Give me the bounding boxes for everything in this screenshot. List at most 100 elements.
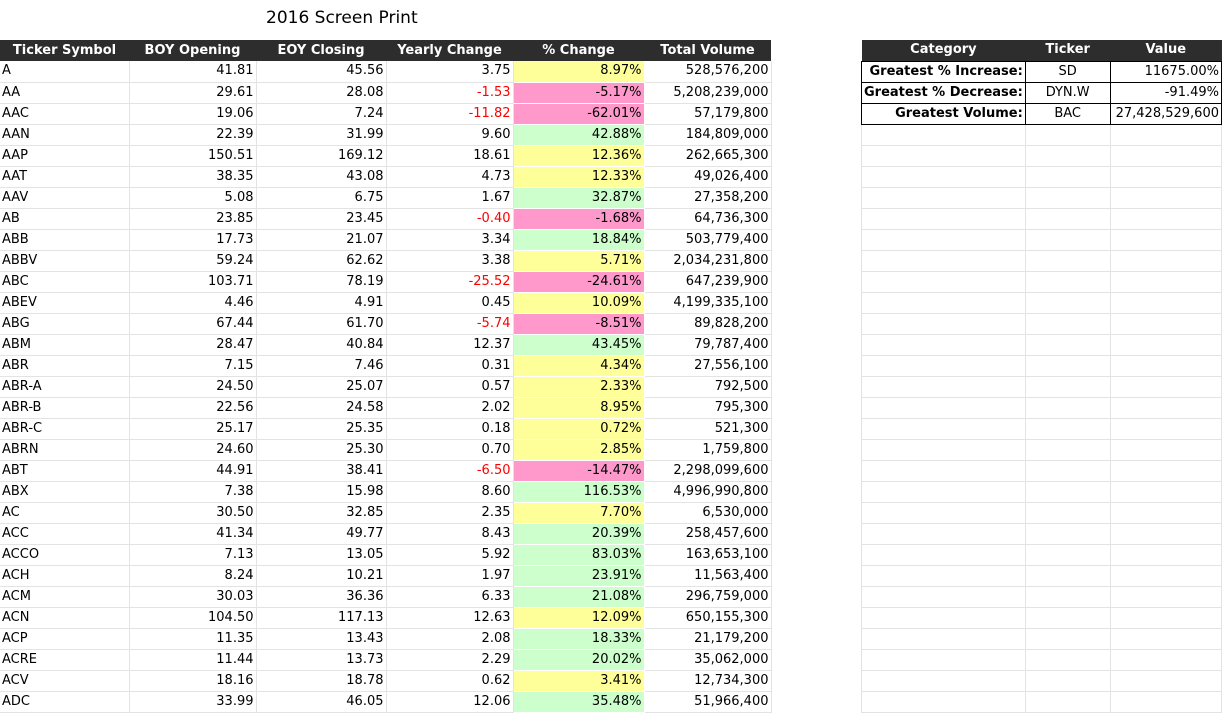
percent-change-cell[interactable]: 8.97%: [513, 61, 645, 83]
percent-change-cell[interactable]: 83.03%: [513, 544, 645, 566]
percent-change-cell[interactable]: 2.85%: [513, 439, 645, 461]
total-volume-cell[interactable]: 1,759,800: [644, 439, 772, 461]
boy-opening-cell[interactable]: 7.13: [129, 544, 257, 566]
empty-cell[interactable]: [1109, 333, 1222, 356]
value-cell[interactable]: -91.49%: [1109, 81, 1222, 104]
empty-cell[interactable]: [1109, 123, 1222, 146]
empty-cell[interactable]: [1109, 522, 1222, 545]
eoy-closing-cell[interactable]: 24.58: [256, 397, 387, 419]
empty-cell[interactable]: [1109, 249, 1222, 272]
ticker-cell[interactable]: ACRE: [0, 649, 130, 671]
total-volume-cell[interactable]: 521,300: [644, 418, 772, 440]
total-volume-cell[interactable]: 79,787,400: [644, 334, 772, 356]
eoy-closing-cell[interactable]: 38.41: [256, 460, 387, 482]
empty-cell[interactable]: [861, 690, 1026, 713]
empty-cell[interactable]: [1024, 606, 1111, 629]
empty-cell[interactable]: [861, 459, 1026, 482]
boy-opening-cell[interactable]: 30.03: [129, 586, 257, 608]
empty-cell[interactable]: [1109, 207, 1222, 230]
empty-cell[interactable]: [1024, 396, 1111, 419]
ticker-cell[interactable]: ABG: [0, 313, 130, 335]
eoy-closing-cell[interactable]: 25.30: [256, 439, 387, 461]
percent-change-cell[interactable]: 10.09%: [513, 292, 645, 314]
ticker-cell[interactable]: ACN: [0, 607, 130, 629]
empty-cell[interactable]: [1024, 270, 1111, 293]
empty-cell[interactable]: [861, 291, 1026, 314]
boy-opening-cell[interactable]: 17.73: [129, 229, 257, 251]
empty-cell[interactable]: [1109, 186, 1222, 209]
total-volume-cell[interactable]: 5,208,239,000: [644, 82, 772, 104]
eoy-closing-cell[interactable]: 49.77: [256, 523, 387, 545]
percent-change-cell[interactable]: 42.88%: [513, 124, 645, 146]
empty-cell[interactable]: [1109, 438, 1222, 461]
yearly-change-cell[interactable]: 0.70: [386, 439, 514, 461]
value-cell[interactable]: 27,428,529,600: [1109, 102, 1222, 125]
eoy-closing-cell[interactable]: 40.84: [256, 334, 387, 356]
ticker-cell[interactable]: ABC: [0, 271, 130, 293]
boy-opening-cell[interactable]: 59.24: [129, 250, 257, 272]
boy-opening-cell[interactable]: 44.91: [129, 460, 257, 482]
empty-cell[interactable]: [1109, 585, 1222, 608]
eoy-closing-cell[interactable]: 43.08: [256, 166, 387, 188]
percent-change-cell[interactable]: 3.41%: [513, 670, 645, 692]
empty-cell[interactable]: [1109, 627, 1222, 650]
empty-cell[interactable]: [1024, 312, 1111, 335]
total-volume-cell[interactable]: 262,665,300: [644, 145, 772, 167]
empty-cell[interactable]: [1024, 186, 1111, 209]
empty-cell[interactable]: [861, 648, 1026, 671]
empty-cell[interactable]: [1109, 564, 1222, 587]
eoy-closing-cell[interactable]: 46.05: [256, 691, 387, 713]
yearly-change-cell[interactable]: 12.37: [386, 334, 514, 356]
empty-cell[interactable]: [1024, 480, 1111, 503]
yearly-change-cell[interactable]: -1.53: [386, 82, 514, 104]
boy-opening-cell[interactable]: 23.85: [129, 208, 257, 230]
header-category[interactable]: Category: [861, 40, 1026, 61]
empty-cell[interactable]: [861, 375, 1026, 398]
ticker-cell[interactable]: AAV: [0, 187, 130, 209]
percent-change-cell[interactable]: 43.45%: [513, 334, 645, 356]
boy-opening-cell[interactable]: 24.50: [129, 376, 257, 398]
boy-opening-cell[interactable]: 18.16: [129, 670, 257, 692]
yearly-change-cell[interactable]: 12.06: [386, 691, 514, 713]
total-volume-cell[interactable]: 650,155,300: [644, 607, 772, 629]
ticker-cell[interactable]: AC: [0, 502, 130, 524]
empty-cell[interactable]: [1024, 228, 1111, 251]
boy-opening-cell[interactable]: 150.51: [129, 145, 257, 167]
eoy-closing-cell[interactable]: 45.56: [256, 61, 387, 83]
yearly-change-cell[interactable]: 4.73: [386, 166, 514, 188]
yearly-change-cell[interactable]: 2.29: [386, 649, 514, 671]
category-cell[interactable]: Greatest % Increase:: [861, 60, 1026, 83]
ticker-cell[interactable]: ABR-B: [0, 397, 130, 419]
empty-cell[interactable]: [1109, 480, 1222, 503]
yearly-change-cell[interactable]: -5.74: [386, 313, 514, 335]
empty-cell[interactable]: [1109, 501, 1222, 524]
percent-change-cell[interactable]: 12.09%: [513, 607, 645, 629]
empty-cell[interactable]: [861, 501, 1026, 524]
ticker-cell[interactable]: ACP: [0, 628, 130, 650]
total-volume-cell[interactable]: 89,828,200: [644, 313, 772, 335]
empty-cell[interactable]: [861, 606, 1026, 629]
ticker-cell[interactable]: AA: [0, 82, 130, 104]
eoy-closing-cell[interactable]: 4.91: [256, 292, 387, 314]
ticker-cell[interactable]: DYN.W: [1024, 81, 1111, 104]
boy-opening-cell[interactable]: 5.08: [129, 187, 257, 209]
boy-opening-cell[interactable]: 8.24: [129, 565, 257, 587]
empty-cell[interactable]: [1109, 228, 1222, 251]
empty-cell[interactable]: [1024, 564, 1111, 587]
yearly-change-cell[interactable]: 0.18: [386, 418, 514, 440]
empty-cell[interactable]: [1109, 648, 1222, 671]
empty-cell[interactable]: [861, 228, 1026, 251]
yearly-change-cell[interactable]: 0.62: [386, 670, 514, 692]
total-volume-cell[interactable]: 795,300: [644, 397, 772, 419]
empty-cell[interactable]: [1109, 354, 1222, 377]
eoy-closing-cell[interactable]: 6.75: [256, 187, 387, 209]
total-volume-cell[interactable]: 4,199,335,100: [644, 292, 772, 314]
empty-cell[interactable]: [1109, 144, 1222, 167]
empty-cell[interactable]: [1024, 627, 1111, 650]
category-cell[interactable]: Greatest % Decrease:: [861, 81, 1026, 104]
percent-change-cell[interactable]: 35.48%: [513, 691, 645, 713]
boy-opening-cell[interactable]: 24.60: [129, 439, 257, 461]
ticker-cell[interactable]: AAP: [0, 145, 130, 167]
ticker-cell[interactable]: AAN: [0, 124, 130, 146]
total-volume-cell[interactable]: 64,736,300: [644, 208, 772, 230]
